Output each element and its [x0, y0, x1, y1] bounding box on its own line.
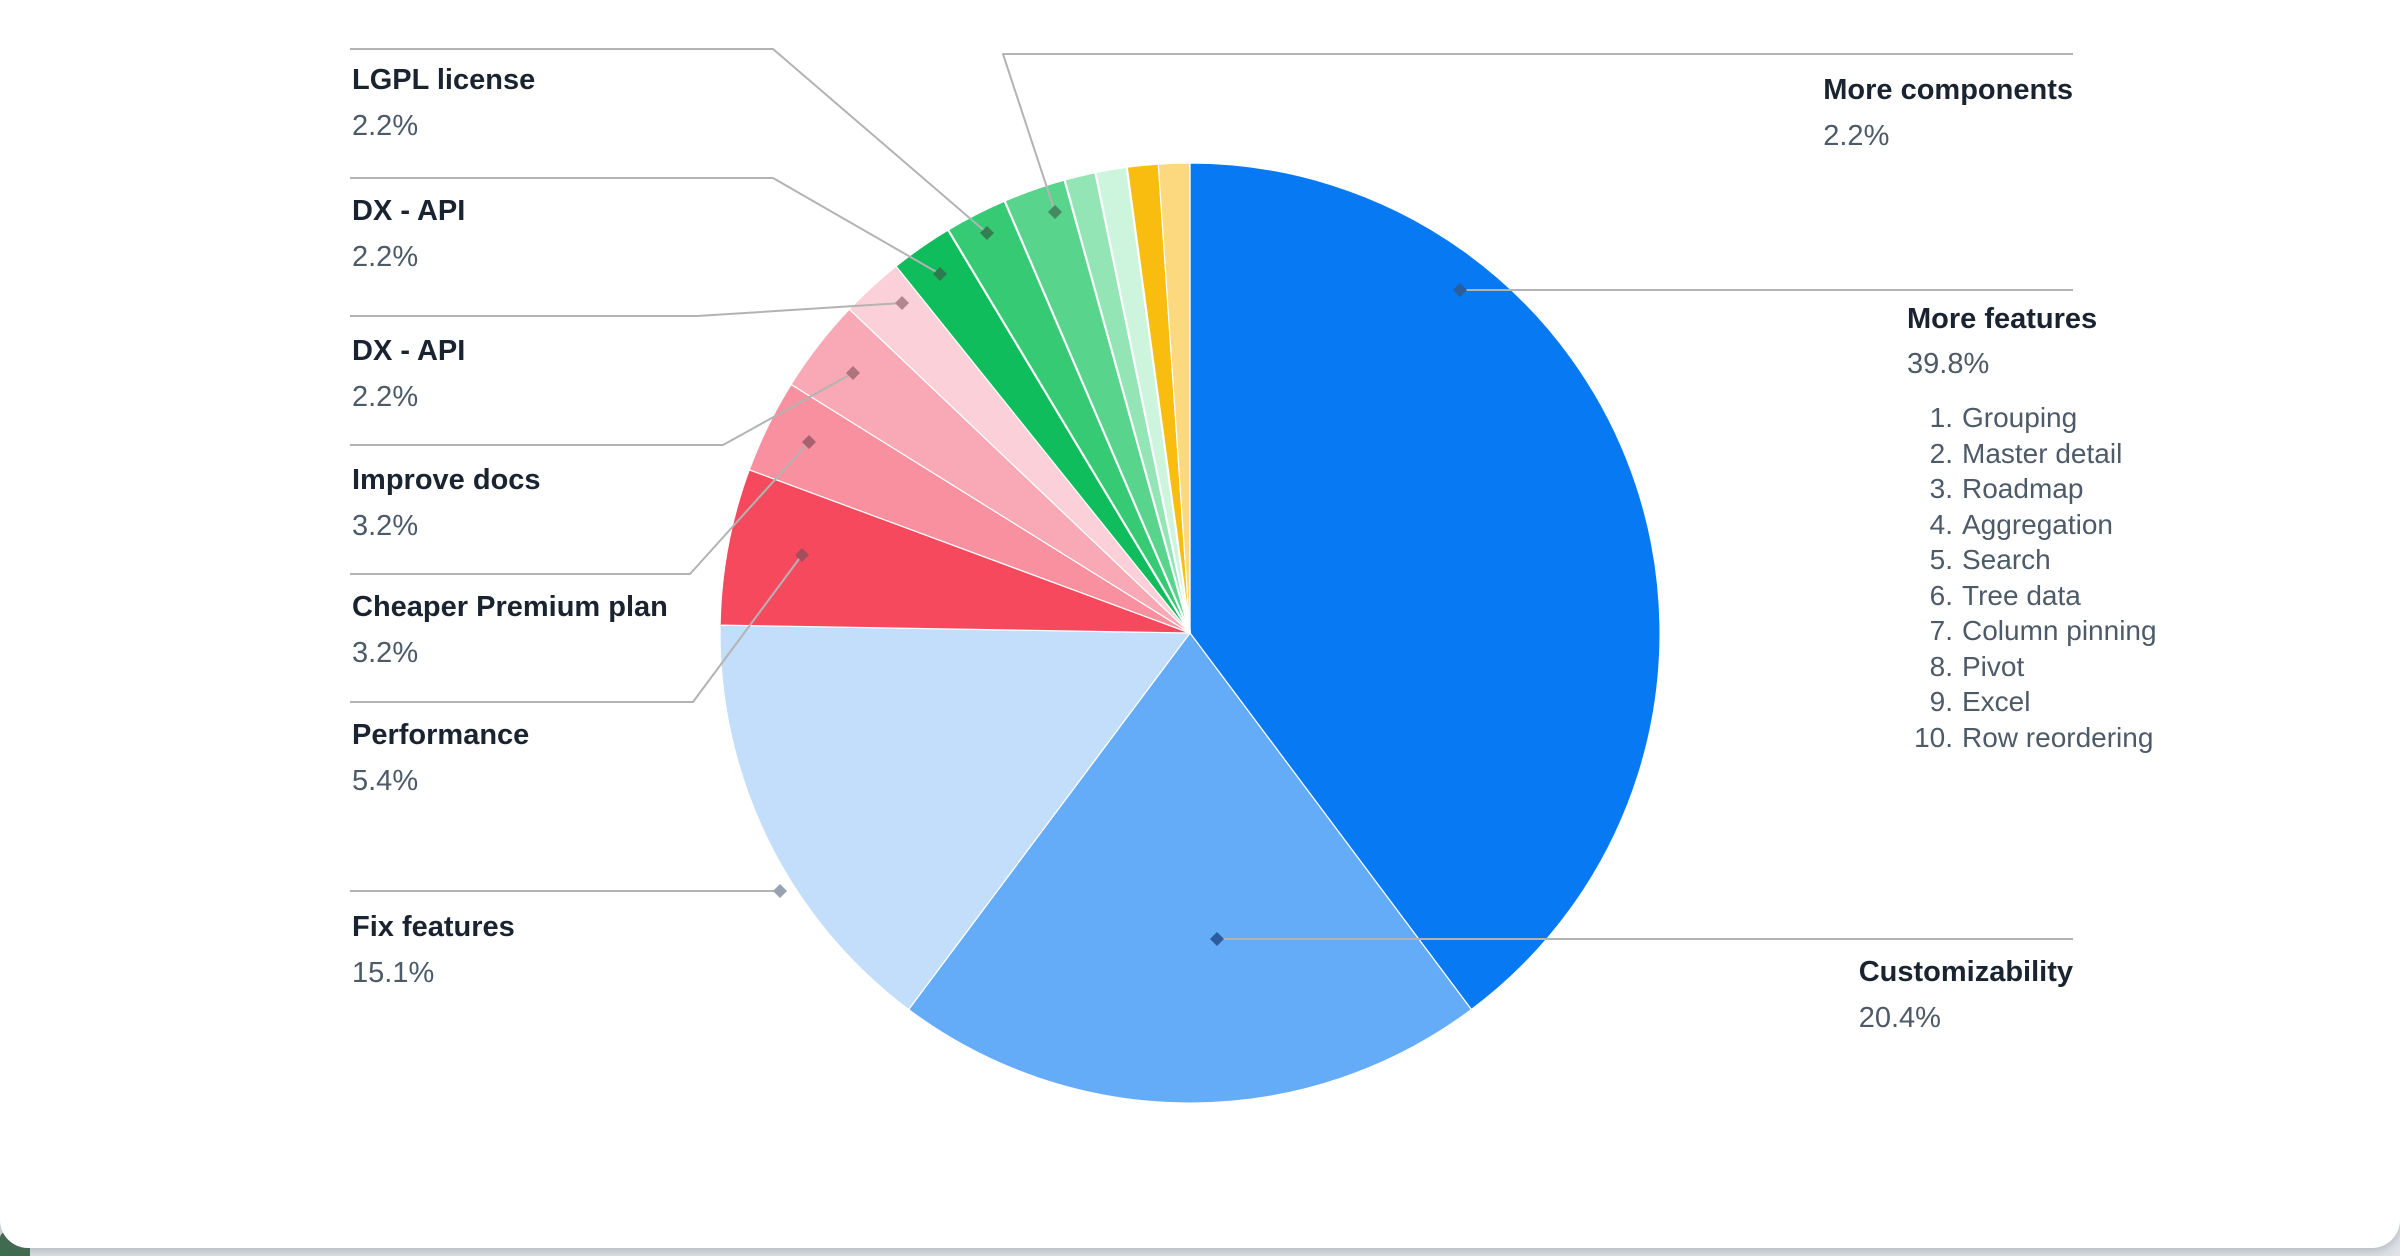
pie-slice-more-features[interactable] — [1189, 162, 1661, 1011]
slice-divider — [1003, 199, 1192, 634]
leader-line — [350, 177, 941, 275]
leader-line — [350, 48, 988, 234]
leader-dot — [895, 296, 909, 310]
pie-slice-performance[interactable] — [719, 469, 1191, 634]
leader-dot — [933, 267, 947, 281]
slice-divider — [1125, 166, 1192, 634]
leader-dot — [795, 548, 809, 562]
leader-dot — [802, 435, 816, 449]
slice-divider — [1094, 171, 1192, 634]
leader-dot — [1048, 205, 1062, 219]
leader-line — [350, 554, 803, 703]
leader-dot — [1453, 283, 1467, 297]
leader-line — [1002, 53, 2073, 213]
leader-line — [350, 302, 903, 317]
leader-dot — [980, 226, 994, 240]
leader-line — [350, 441, 810, 575]
leader-line — [350, 372, 854, 446]
pie-slice-fix-features[interactable] — [719, 624, 1192, 1011]
pie-slice-customizability[interactable] — [907, 631, 1473, 1104]
leader-dot — [773, 884, 787, 898]
slice-divider — [946, 228, 1191, 634]
slice-divider — [1063, 178, 1192, 634]
pie-slice[interactable] — [1157, 162, 1191, 634]
leader-dot — [846, 366, 860, 380]
leader-dot — [1210, 932, 1224, 946]
